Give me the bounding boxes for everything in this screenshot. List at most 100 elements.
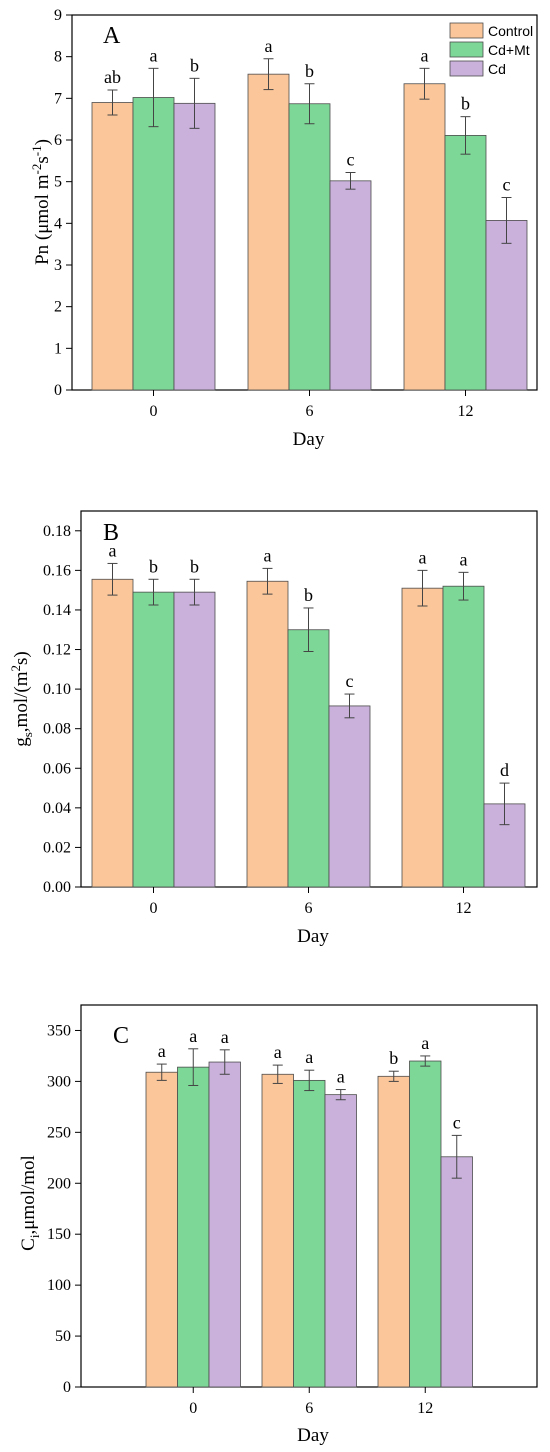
significance-label: a [421, 45, 429, 65]
legend-swatch [449, 60, 484, 77]
legend: Control Cd+Mt Cd [449, 22, 533, 77]
y-tick-label: 0.14 [43, 602, 71, 619]
y-tick-label: 0.04 [43, 800, 71, 817]
y-tick-label: 250 [47, 1124, 71, 1141]
y-tick-label: 2 [54, 299, 62, 316]
y-axis-title: Ci,μmol/mol [18, 1155, 42, 1251]
y-axis-title-text: Pn (μmol m-2s-1) [29, 139, 53, 265]
x-tick-label: 6 [305, 900, 313, 917]
significance-label: a [264, 545, 272, 565]
significance-label: a [109, 540, 117, 560]
bar-cd-mt-day-6 [288, 103, 331, 391]
y-tick-label: 4 [54, 215, 62, 232]
x-axis-title: Day [293, 429, 325, 450]
y-axis-title: Pn (μmol m-2s-1) [29, 139, 53, 265]
y-tick-label: 0.18 [43, 523, 71, 540]
y-tick-label: 0.08 [43, 721, 71, 738]
significance-label: a [150, 45, 158, 65]
significance-label: a [274, 1042, 282, 1062]
y-tick-label: 0 [63, 1379, 71, 1396]
significance-label: b [305, 61, 314, 81]
bar-control-day-12 [403, 83, 446, 391]
legend-label: Cd+Mt [488, 42, 530, 58]
panel-label: B [103, 520, 119, 546]
x-axis-title: Day [297, 1425, 329, 1446]
x-tick-label: 12 [417, 1400, 433, 1417]
significance-label: c [346, 671, 354, 691]
legend-label: Cd [488, 61, 506, 77]
bar-cd-mt-day-12 [444, 135, 487, 391]
y-tick-label: 300 [47, 1073, 71, 1090]
y-tick-label: 0.16 [43, 562, 71, 579]
significance-label: b [190, 55, 199, 75]
y-tick-label: 350 [47, 1022, 71, 1039]
y-axis-title-text: gs,mol/(m2s) [8, 651, 35, 747]
significance-label: d [500, 760, 509, 780]
bar-cd-mt-day-0 [132, 97, 175, 391]
bar-cd-mt-day-12 [442, 585, 485, 888]
y-tick-label: 7 [54, 90, 62, 107]
y-tick-label: 1 [54, 340, 62, 357]
bar-control-day-6 [246, 580, 289, 888]
y-tick-label: 0.02 [43, 839, 71, 856]
bar-cd-day-12 [485, 220, 528, 391]
significance-label: a [337, 1067, 345, 1087]
bar-control-day-12 [377, 1075, 410, 1388]
y-tick-label: 0.06 [43, 760, 71, 777]
x-tick-label: 6 [305, 1400, 313, 1417]
bar-control-day-0 [91, 102, 134, 391]
bar-cd-mt-day-6 [293, 1079, 326, 1388]
x-tick-label: 12 [458, 403, 474, 420]
significance-label: a [305, 1047, 313, 1067]
bar-control-day-0 [91, 578, 134, 888]
bar-cd-day-6 [329, 180, 372, 391]
chart-panel-c: Ci,μmol/mol 0 50 100 150 200 250 300 350 a a a 0 a a a… [18, 1004, 538, 1446]
bar-cd-day-6 [328, 705, 371, 888]
bar-cd-day-0 [173, 591, 216, 888]
y-tick-label: 9 [54, 7, 62, 24]
significance-label: b [461, 94, 470, 114]
y-axis-title-text: Ci,μmol/mol [18, 1155, 42, 1251]
bar-cd-mt-day-12 [409, 1060, 442, 1388]
significance-label: a [419, 547, 427, 567]
y-tick-label: 0.12 [43, 642, 71, 659]
x-tick-label: 0 [150, 900, 158, 917]
significance-label: a [265, 36, 273, 56]
significance-label: b [304, 585, 313, 605]
y-tick-label: 0 [54, 382, 62, 399]
bar-cd-mt-day-6 [287, 629, 330, 888]
y-tick-label: 3 [54, 257, 62, 274]
significance-label: a [221, 1027, 229, 1047]
bar-cd-day-12 [440, 1156, 473, 1388]
chart-panel-b: gs,mol/(m2s) 0.00 0.02 0.04 0.06 0.08 0.10 0.1… [8, 510, 538, 947]
bar-cd-mt-day-0 [132, 591, 175, 888]
y-tick-label: 0.00 [43, 879, 71, 896]
y-tick-label: 5 [54, 174, 62, 191]
x-axis-title: Day [297, 926, 329, 947]
x-tick-label: 6 [306, 403, 314, 420]
x-tick-label: 12 [456, 900, 472, 917]
y-tick-label: 6 [54, 132, 62, 149]
y-tick-label: 200 [47, 1175, 71, 1192]
y-tick-label: 150 [47, 1226, 71, 1243]
bar-cd-mt-day-0 [177, 1066, 210, 1388]
y-axis-title: gs,mol/(m2s) [8, 651, 35, 747]
x-tick-label: 0 [150, 403, 158, 420]
significance-label: c [347, 150, 355, 170]
bar-cd-day-6 [324, 1094, 357, 1388]
significance-label: ab [104, 67, 121, 87]
panel-label: A [103, 23, 121, 49]
significance-label: c [453, 1112, 461, 1132]
significance-label: b [190, 556, 199, 576]
legend-label: Control [488, 23, 533, 39]
x-tick-label: 0 [189, 1400, 197, 1417]
significance-label: a [189, 1026, 197, 1046]
legend-swatch [449, 22, 484, 39]
panel-label: C [113, 1023, 129, 1049]
bar-cd-day-0 [173, 102, 216, 391]
significance-label: a [421, 1033, 429, 1053]
y-tick-label: 100 [47, 1277, 71, 1294]
significance-label: a [158, 1041, 166, 1061]
y-tick-label: 50 [55, 1328, 71, 1345]
significance-label: b [149, 556, 158, 576]
